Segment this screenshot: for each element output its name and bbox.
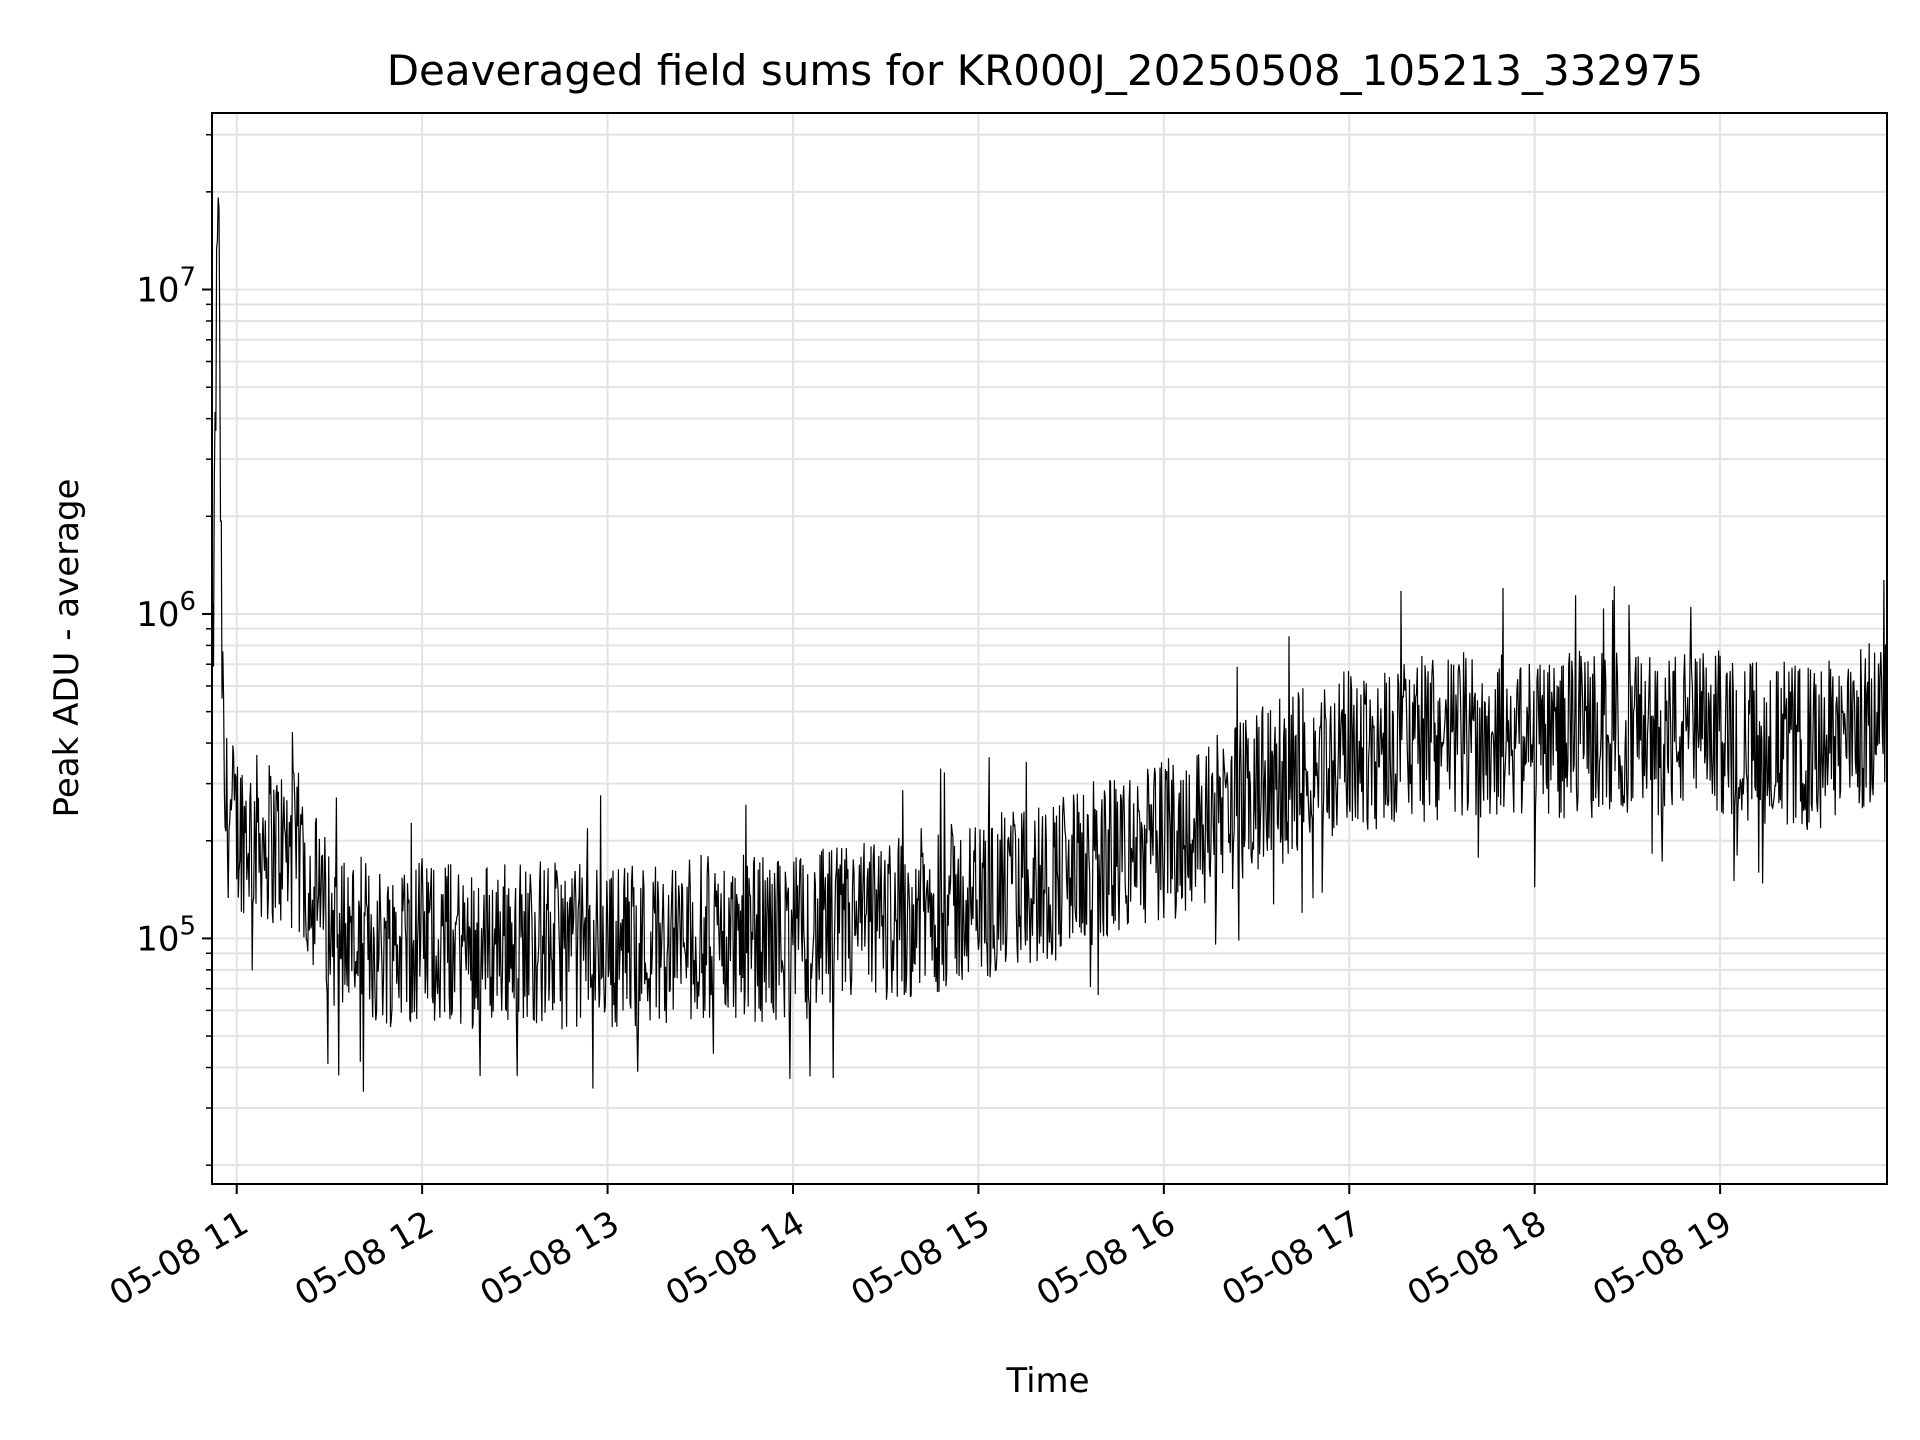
y-axis: 105 106 107 xyxy=(136,133,212,1166)
x-tick-label: 05-08 14 xyxy=(659,1203,811,1314)
y-tick-label: 107 xyxy=(136,263,196,311)
plot-area xyxy=(211,197,1888,1092)
series-line xyxy=(211,197,1888,1092)
y-axis-label: Peak ADU - average xyxy=(47,479,87,818)
x-tick-label: 05-08 18 xyxy=(1401,1203,1553,1314)
y-tick-label: 105 xyxy=(136,911,196,959)
x-tick-label: 05-08 15 xyxy=(845,1203,997,1314)
x-tick-label: 05-08 19 xyxy=(1586,1203,1738,1314)
grid xyxy=(212,113,1887,1184)
x-tick-label: 05-08 17 xyxy=(1215,1203,1367,1314)
chart-title: Deaveraged field sums for KR000J_2025050… xyxy=(387,46,1704,95)
x-axis: 05-08 11 05-08 12 05-08 13 05-08 14 05-08 15… xyxy=(103,1184,1739,1314)
axes-frame xyxy=(211,112,1888,1185)
x-tick-label: 05-08 16 xyxy=(1030,1203,1182,1314)
y-tick-label: 106 xyxy=(136,587,196,635)
x-axis-label: Time xyxy=(1005,1361,1089,1401)
x-tick-label: 05-08 13 xyxy=(474,1203,626,1314)
x-tick-label: 05-08 12 xyxy=(288,1203,440,1314)
x-tick-label: 05-08 11 xyxy=(103,1203,255,1314)
